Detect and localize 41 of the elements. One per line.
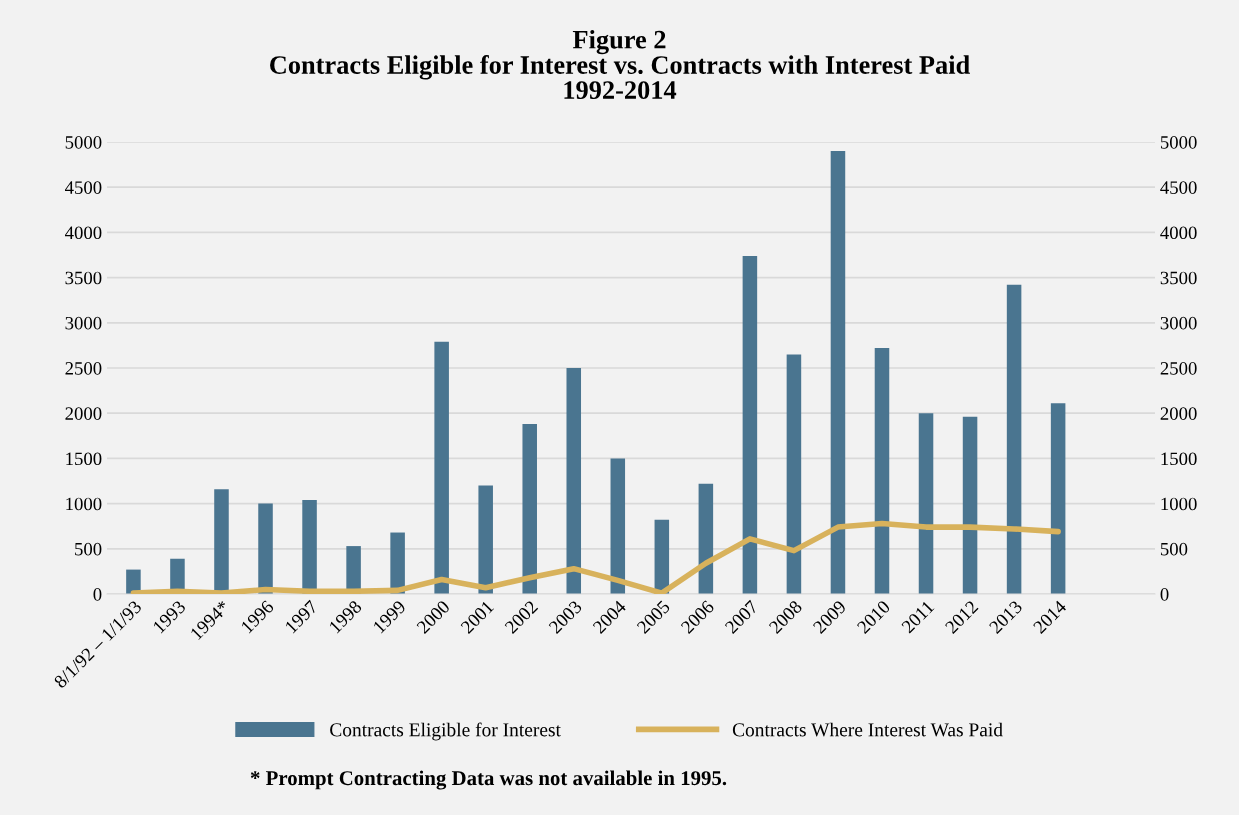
legend-label: Contracts Eligible for Interest (330, 722, 561, 741)
y-tick-label: 4000 (65, 226, 102, 240)
y2-tick-label: 3000 (1160, 316, 1197, 330)
bar (258, 503, 273, 594)
bar (830, 151, 846, 594)
y-tick-label: 1000 (66, 497, 102, 511)
bar (478, 485, 493, 594)
y-tick-label: 500 (75, 542, 102, 556)
y2-tick-label: 1500 (1161, 452, 1197, 466)
bar (1050, 403, 1066, 594)
bar (874, 348, 890, 594)
y2-tick-label: 2000 (1160, 407, 1197, 420)
y2-tick-label: 1000 (1161, 497, 1197, 511)
y-tick-label: 4500 (65, 181, 102, 194)
bar (610, 458, 626, 594)
y2-tick-label: 5000 (1160, 136, 1197, 149)
y-tick-label: 3000 (65, 316, 102, 330)
y2-tick-label: 500 (1160, 542, 1188, 556)
chart-title: Figure 2 Contracts Eligible for Interest vs. Contracts with Interest Paid 1992-2014 (270, 30, 970, 99)
y-tick-label: 2000 (65, 407, 102, 420)
y2-tick-label: 4000 (1160, 226, 1197, 240)
legend-label: Contracts Where Interest Was Paid (732, 722, 1003, 737)
y2-tick-label: 2500 (1160, 362, 1197, 375)
bar (1006, 284, 1022, 594)
bar (390, 532, 405, 594)
bar (962, 416, 978, 594)
y2-tick-label: 4500 (1160, 181, 1197, 194)
bar (434, 341, 449, 594)
y2-tick-label: 0 (1160, 588, 1169, 601)
y-tick-label: 2500 (65, 362, 102, 375)
y-tick-label: 3500 (65, 271, 102, 285)
bar (566, 368, 582, 594)
bar (522, 424, 537, 594)
text: * Prompt Contracting Data was not available in 1995. (250, 770, 727, 790)
y-tick-label: 5000 (65, 136, 102, 149)
bar (742, 255, 758, 594)
bar (918, 413, 934, 594)
y-tick-label: 0 (93, 588, 102, 601)
y-tick-label: 1500 (66, 452, 102, 466)
bar (786, 354, 802, 594)
y2-tick-label: 3500 (1160, 271, 1197, 285)
